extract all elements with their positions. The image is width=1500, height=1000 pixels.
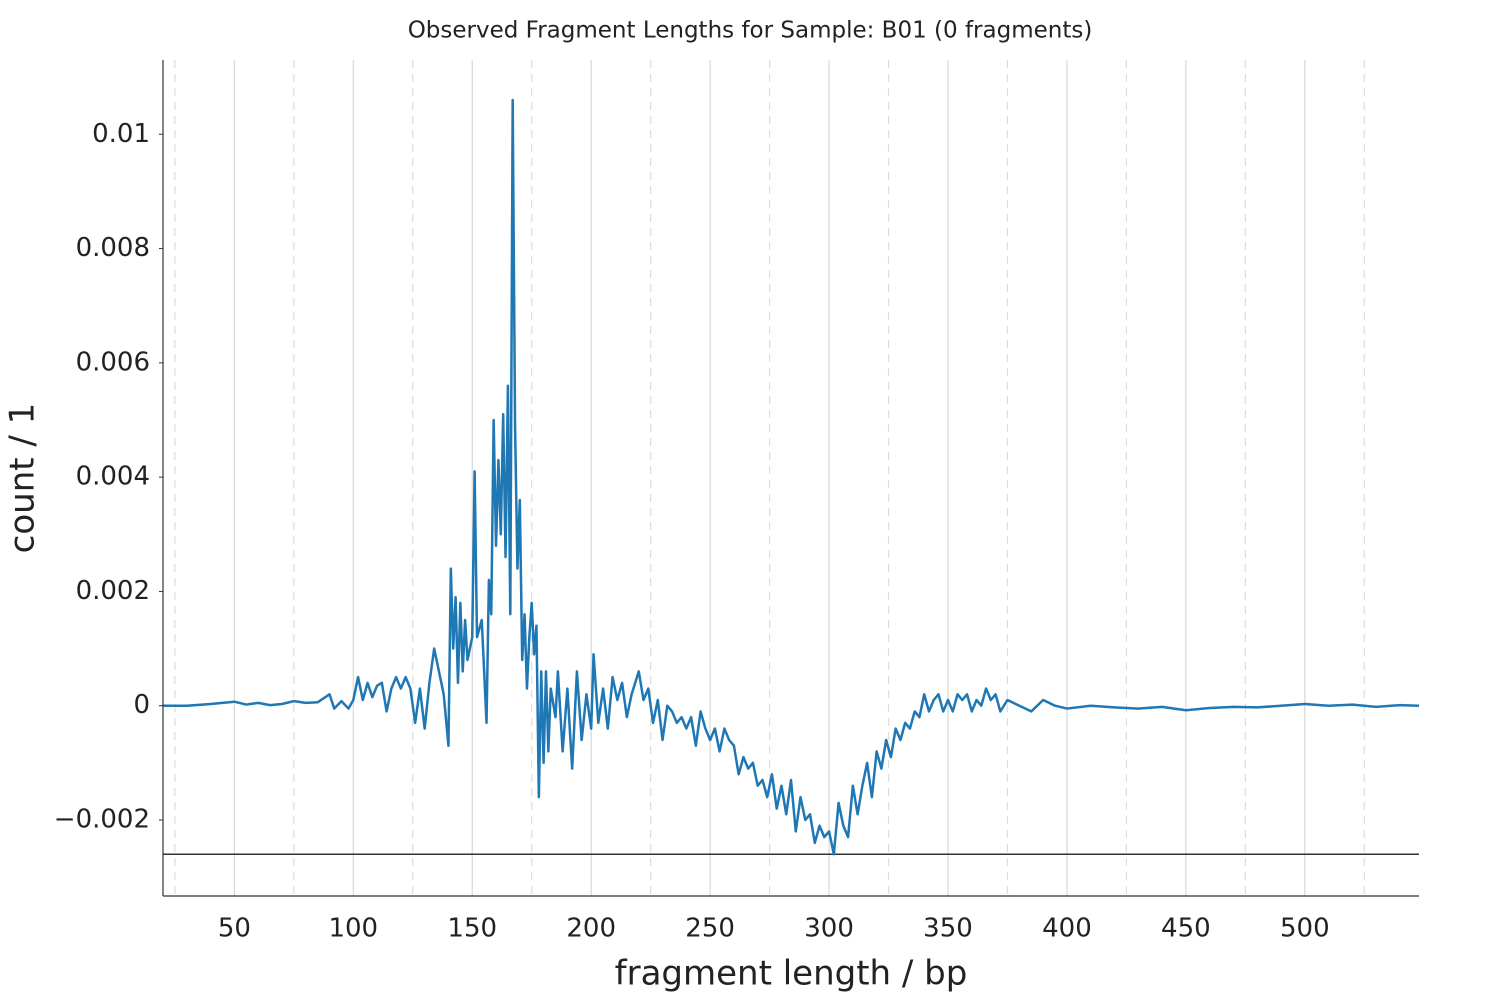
y-tick-label: 0.01 — [92, 119, 150, 149]
x-tick-label: 450 — [1161, 914, 1211, 944]
x-tick-label: 200 — [566, 914, 616, 944]
x-tick-label: 500 — [1280, 914, 1330, 944]
y-tick-label: 0.002 — [76, 576, 150, 606]
x-tick-label: 400 — [1042, 914, 1092, 944]
y-tick-label: 0.008 — [76, 233, 150, 263]
chart-title: Observed Fragment Lengths for Sample: B0… — [408, 18, 1093, 44]
y-tick-label: −0.002 — [54, 805, 150, 835]
y-tick-label: 0 — [133, 690, 150, 720]
x-tick-label: 350 — [923, 914, 973, 944]
x-tick-label: 100 — [328, 914, 378, 944]
x-axis-label: fragment length / bp — [615, 954, 968, 994]
x-tick-label: 250 — [685, 914, 735, 944]
x-tick-label: 150 — [447, 914, 497, 944]
x-tick-label: 50 — [218, 914, 251, 944]
y-tick-label: 0.006 — [76, 347, 150, 377]
data-line — [163, 98, 1420, 856]
y-axis-label: count / 1 — [3, 403, 43, 554]
y-tick-label: 0.004 — [76, 462, 150, 492]
x-tick-label: 300 — [804, 914, 854, 944]
